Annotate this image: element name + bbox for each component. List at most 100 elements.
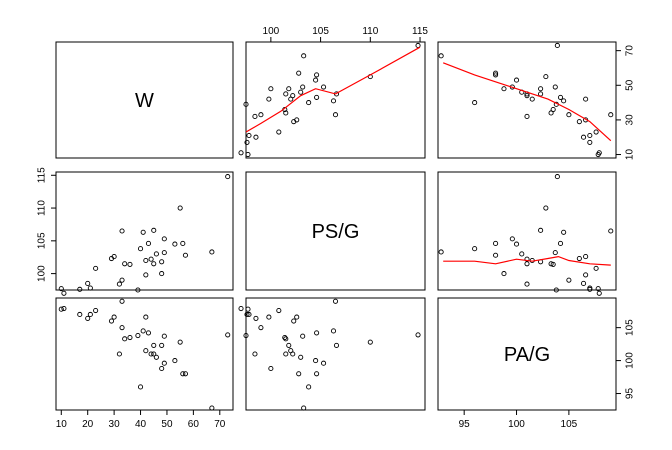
point-psg-vs-pag	[519, 251, 525, 257]
point-w-vs-psg	[298, 89, 304, 95]
point-psg-vs-pag	[583, 254, 589, 260]
point-pag-vs-psg	[298, 354, 304, 360]
point-psg-vs-w	[209, 249, 215, 255]
panel-psg-vs-pag	[437, 171, 617, 291]
point-pag-vs-psg	[314, 330, 320, 336]
point-pag-vs-w	[119, 325, 125, 331]
point-pag-vs-psg	[294, 314, 300, 320]
point-pag-vs-w	[159, 365, 165, 372]
point-pag-vs-psg	[238, 305, 244, 312]
point-pag-vs-w	[77, 311, 83, 318]
point-psg-vs-pag	[538, 227, 544, 233]
point-psg-vs-w	[159, 259, 165, 265]
point-psg-vs-w	[225, 174, 231, 180]
point-w-vs-pag	[493, 70, 499, 76]
point-pag-vs-w	[151, 351, 157, 357]
psg-top-tick-label: 110	[362, 26, 378, 37]
point-psg-vs-w	[148, 256, 154, 262]
point-psg-vs-w	[119, 228, 125, 234]
point-psg-vs-pag	[557, 240, 564, 247]
point-w-vs-psg	[286, 86, 292, 92]
smoother-line-w-vs-pag	[442, 62, 612, 142]
point-w-vs-pag	[538, 86, 544, 92]
point-w-vs-pag	[501, 86, 507, 92]
point-psg-vs-pag	[524, 281, 530, 287]
point-psg-vs-pag	[587, 285, 593, 291]
point-w-vs-psg	[246, 132, 252, 139]
point-pag-vs-w	[148, 351, 154, 357]
point-pag-vs-psg	[252, 351, 258, 357]
pag-bottom-tick-label: 105	[561, 419, 578, 430]
panel-psg-label	[245, 171, 426, 291]
psg-top-tick-label: 100	[263, 26, 280, 37]
pag-right-tick-label: 100	[625, 352, 636, 369]
point-psg-vs-w	[143, 257, 149, 264]
point-w-vs-pag	[529, 96, 535, 102]
point-psg-vs-pag	[553, 287, 559, 293]
point-pag-vs-psg	[291, 318, 297, 324]
point-psg-vs-pag	[583, 272, 589, 278]
point-w-vs-psg	[330, 98, 337, 104]
smoother-line-w-vs-psg	[245, 46, 421, 133]
point-pag-vs-w	[137, 384, 144, 390]
point-psg-vs-pag	[566, 277, 572, 283]
point-w-vs-psg	[243, 101, 249, 107]
point-w-vs-pag	[583, 96, 589, 102]
panel-w-label	[55, 41, 234, 159]
point-pag-vs-w	[135, 333, 141, 339]
point-pag-vs-psg	[244, 311, 250, 318]
point-psg-vs-w	[93, 265, 99, 271]
point-pag-vs-w	[119, 298, 125, 304]
panel-pag-vs-w	[55, 297, 234, 411]
point-w-vs-pag	[576, 119, 582, 125]
point-psg-vs-w	[61, 290, 67, 296]
point-psg-vs-pag	[513, 241, 520, 247]
point-pag-vs-w	[161, 333, 167, 339]
point-w-vs-pag	[580, 134, 587, 140]
point-psg-vs-w	[116, 281, 122, 287]
point-pag-vs-psg	[258, 325, 264, 331]
point-psg-vs-w	[119, 277, 125, 283]
point-w-vs-pag	[538, 91, 544, 97]
point-w-vs-pag	[587, 139, 593, 145]
point-w-vs-psg	[321, 84, 327, 90]
w-right-tick-label: 50	[625, 79, 636, 91]
point-psg-vs-w	[180, 240, 186, 247]
point-psg-vs-w	[137, 246, 144, 252]
point-w-vs-pag	[596, 150, 602, 156]
point-w-vs-pag	[472, 100, 478, 106]
point-psg-vs-w	[145, 240, 152, 247]
point-pag-vs-psg	[321, 360, 327, 366]
point-pag-vs-psg	[266, 314, 272, 320]
point-pag-vs-w	[108, 318, 115, 324]
point-w-vs-psg	[283, 110, 289, 116]
point-w-vs-psg	[290, 93, 296, 99]
point-w-vs-psg	[253, 134, 259, 140]
point-w-vs-pag	[438, 53, 444, 59]
point-psg-vs-w	[151, 227, 157, 233]
point-psg-vs-w	[140, 229, 146, 235]
point-pag-vs-w	[61, 305, 67, 312]
w-bottom-tick-label: 60	[188, 419, 200, 430]
point-pag-vs-psg	[283, 351, 289, 357]
point-w-vs-pag	[587, 132, 593, 139]
point-w-vs-pag	[557, 94, 564, 100]
point-w-vs-psg	[244, 139, 250, 145]
point-w-vs-psg	[294, 117, 300, 123]
point-psg-vs-w	[161, 250, 167, 256]
point-w-vs-pag	[524, 113, 530, 119]
point-psg-vs-pag	[608, 228, 614, 234]
w-right-tick-label: 10	[625, 149, 636, 161]
w-bottom-tick-label: 30	[109, 419, 121, 430]
point-pag-vs-w	[145, 330, 152, 336]
point-pag-vs-w	[209, 405, 215, 411]
point-pag-vs-w	[85, 315, 91, 321]
smoother-line-psg-vs-pag	[443, 255, 611, 266]
point-pag-vs-psg	[313, 358, 319, 364]
point-psg-vs-pag	[576, 255, 582, 262]
point-pag-vs-psg	[246, 311, 252, 318]
point-w-vs-psg	[415, 42, 421, 49]
point-psg-vs-pag	[438, 249, 444, 255]
point-pag-vs-psg	[286, 342, 292, 348]
point-w-vs-psg	[268, 86, 274, 92]
